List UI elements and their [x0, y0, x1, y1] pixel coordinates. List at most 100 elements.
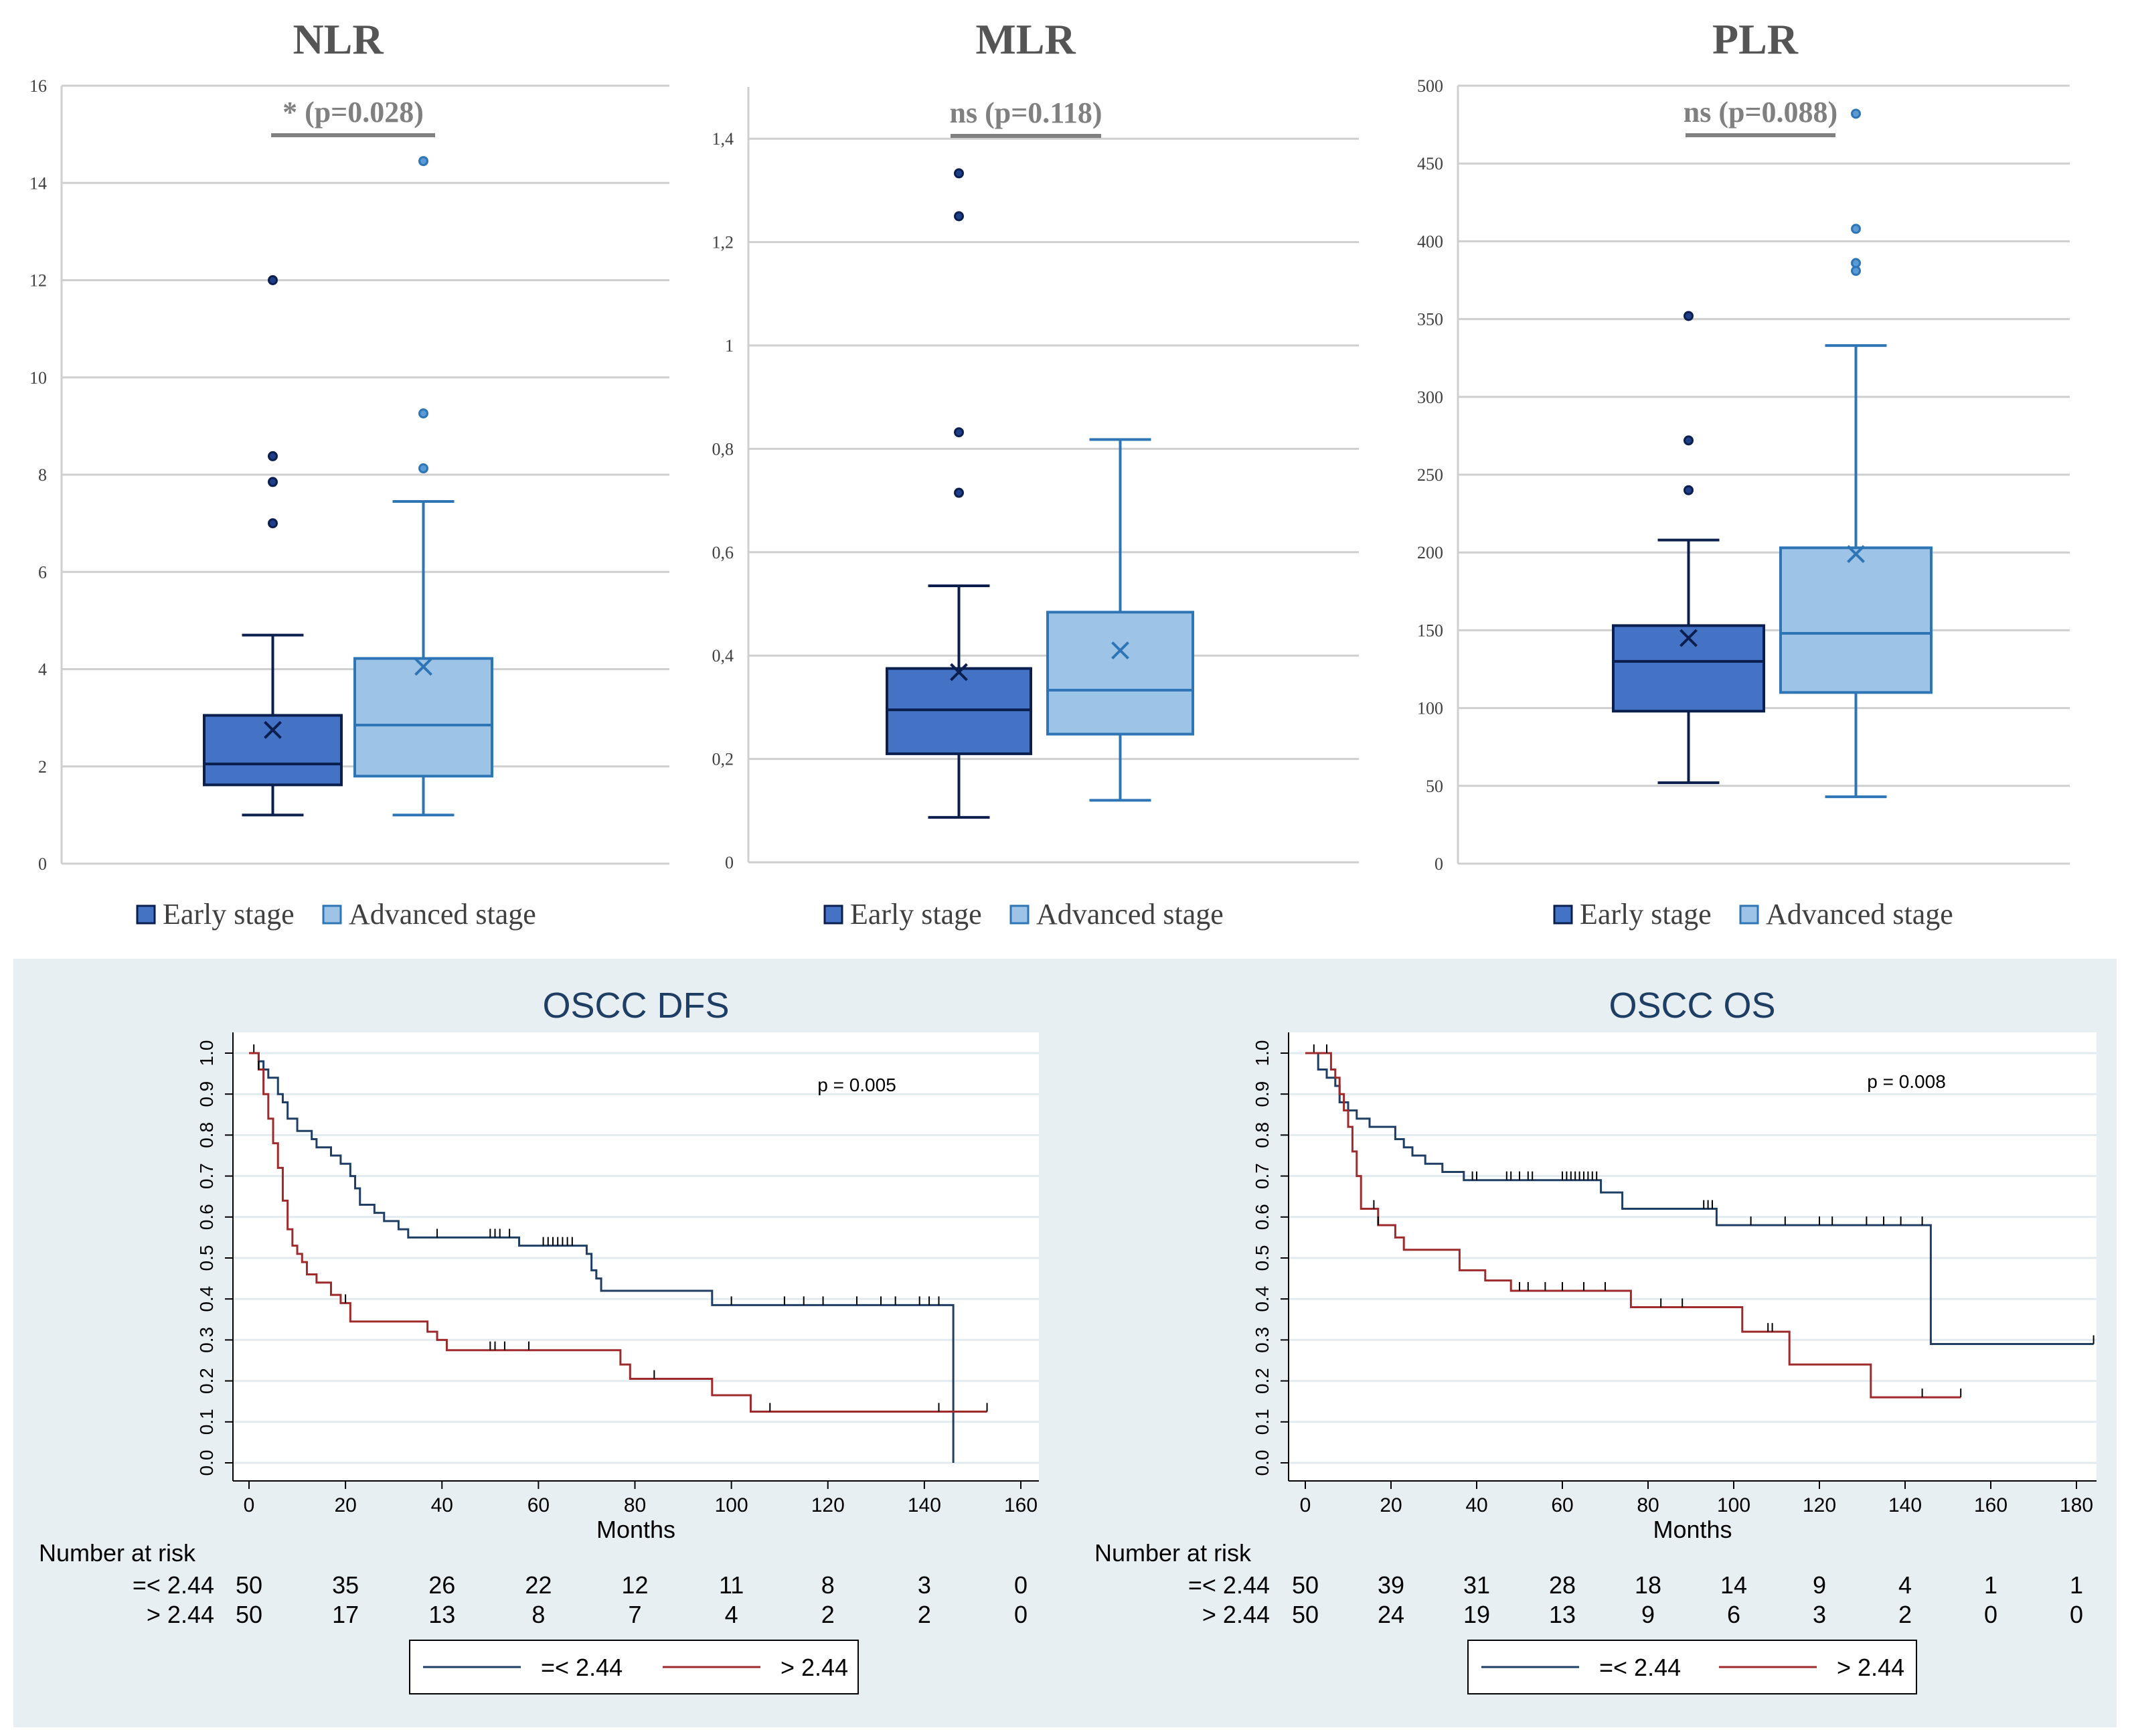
outlier-point [1684, 311, 1694, 321]
legend-swatch [823, 904, 843, 925]
legend-swatch [1009, 904, 1030, 925]
risk-value: 9 [1813, 1571, 1826, 1599]
risk-value: 0 [1984, 1601, 1997, 1628]
risk-value: 9 [1641, 1601, 1655, 1628]
risk-table: Number at risk=< 2.44 50 35 26 22 12 11 8 3 0> 2.… [39, 1539, 1028, 1628]
x-tick-label: 40 [1465, 1494, 1487, 1516]
y-tick-label: 4 [38, 660, 47, 680]
mean-marker [1847, 545, 1865, 563]
y-tick-label: 0.8 [1252, 1122, 1273, 1148]
outlier-point [268, 477, 278, 487]
legend-label: =< 2.44 [541, 1654, 623, 1681]
x-tick-label: 140 [1888, 1494, 1922, 1516]
risk-value: 1 [2070, 1571, 2083, 1599]
survival-curve-low [249, 1052, 955, 1463]
x-tick-label: 160 [1004, 1494, 1038, 1516]
chart-title: NLR [293, 15, 384, 63]
risk-value: 7 [628, 1601, 641, 1628]
risk-row-label: > 2.44 [147, 1601, 214, 1628]
y-tick-label: 14 [29, 173, 47, 193]
outlier-point [418, 463, 428, 474]
box-advanced [353, 156, 493, 817]
y-tick-label: 0.4 [1252, 1286, 1273, 1312]
chart-title: OSCC OS [1609, 985, 1775, 1026]
x-tick-label: 60 [1551, 1494, 1573, 1516]
p-value-label: p = 0.008 [1867, 1071, 1946, 1092]
risk-value: 13 [428, 1601, 455, 1628]
significance-label: * (p=0.028) [282, 96, 424, 129]
y-tick-label: 0,4 [712, 646, 734, 665]
outlier-point [954, 487, 964, 498]
risk-value: 11 [719, 1571, 744, 1599]
legend-label: Early stage [1580, 898, 1712, 931]
outlier-point [954, 211, 964, 222]
risk-value: 22 [525, 1571, 552, 1599]
y-tick-label: 150 [1417, 621, 1443, 640]
risk-value: 1 [1984, 1571, 1997, 1599]
box-early [203, 275, 343, 817]
y-tick-label: 0.9 [1252, 1081, 1273, 1107]
legend-label: Advanced stage [1766, 898, 1953, 931]
x-tick-label: 40 [431, 1494, 453, 1516]
y-tick-label: 1 [725, 336, 734, 356]
risk-value: 17 [332, 1601, 359, 1628]
iqr-box [353, 657, 493, 778]
chart-title: PLR [1712, 15, 1799, 63]
legend-label: > 2.44 [1837, 1654, 1904, 1681]
risk-value: 12 [621, 1571, 648, 1599]
y-tick-label: 0.3 [1252, 1327, 1273, 1353]
survival-curve-high [249, 1052, 987, 1413]
x-tick-label: 60 [527, 1494, 550, 1516]
y-tick-label: 0,6 [712, 543, 734, 562]
risk-table-heading: Number at risk [1094, 1539, 1252, 1567]
risk-value: 2 [821, 1601, 835, 1628]
x-tick-label: 80 [624, 1494, 646, 1516]
risk-value: 18 [1635, 1571, 1661, 1599]
significance-label: ns (p=0.088) [1684, 96, 1837, 129]
risk-value: 35 [332, 1571, 359, 1599]
mean-marker [950, 663, 968, 682]
mean-marker [1680, 629, 1698, 647]
y-tick-label: 400 [1417, 232, 1443, 251]
legend-swatch [1553, 904, 1573, 925]
y-tick-label: 0.6 [196, 1204, 217, 1230]
y-tick-label: 100 [1417, 699, 1443, 718]
outlier-point [954, 168, 964, 179]
mean-marker [414, 657, 432, 676]
y-tick-label: 0.4 [196, 1286, 217, 1312]
y-tick-label: 300 [1417, 388, 1443, 407]
boxplot-mlr: 0 0,2 0,4 0,6 0,8 1 1,2 1,4 MLR ns (p=0.118) Early… [712, 15, 1359, 931]
x-tick-label: 180 [2060, 1494, 2093, 1516]
risk-value: 6 [1727, 1601, 1740, 1628]
y-tick-label: 0,2 [712, 750, 734, 769]
x-tick-label: 20 [334, 1494, 356, 1516]
y-tick-label: 50 [1426, 777, 1443, 796]
iqr-box [1779, 546, 1933, 694]
significance-label: ns (p=0.118) [949, 96, 1102, 129]
box-early [1612, 311, 1765, 785]
survival-curve-low [1305, 1052, 2094, 1346]
outlier-point [268, 275, 278, 285]
legend-swatch [136, 904, 156, 925]
outlier-point [1851, 224, 1861, 234]
legend-label: Advanced stage [1036, 898, 1224, 931]
risk-value: 50 [236, 1571, 262, 1599]
box-advanced [1046, 438, 1194, 802]
y-tick-label: 1,4 [712, 129, 734, 149]
y-tick-label: 0.2 [196, 1368, 217, 1394]
risk-value: 3 [1813, 1601, 1826, 1628]
outlier-point [1851, 108, 1861, 119]
y-tick-label: 250 [1417, 465, 1443, 485]
outlier-point [418, 408, 428, 418]
x-axis-label: Months [596, 1516, 675, 1543]
outlier-point [1684, 485, 1694, 495]
legend-label: Advanced stage [349, 898, 536, 931]
y-tick-label: 0.7 [1252, 1163, 1273, 1189]
risk-value: 39 [1378, 1571, 1404, 1599]
p-value-label: p = 0.005 [817, 1075, 896, 1095]
x-tick-label: 0 [244, 1494, 255, 1516]
boxplot-plr: 0 50 100 150 200 250 300 350 400 450 500 PLR ns (p=0… [1417, 15, 2070, 931]
risk-value: 0 [1014, 1601, 1028, 1628]
y-tick-label: 0.5 [196, 1245, 217, 1271]
